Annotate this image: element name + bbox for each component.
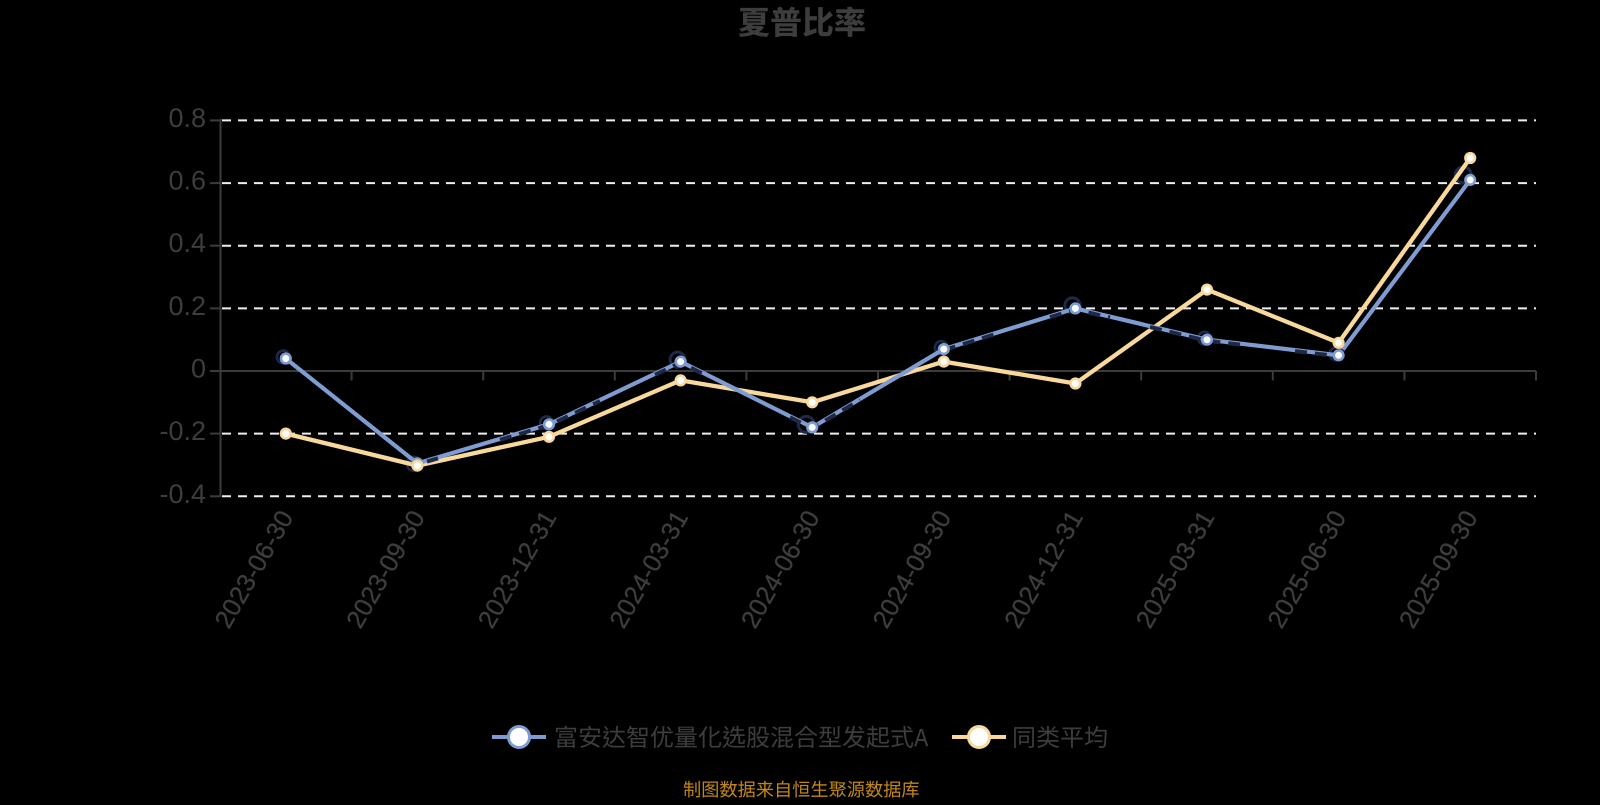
svg-text:0.6: 0.6 [168, 166, 206, 196]
svg-text:0.2: 0.2 [168, 291, 206, 321]
svg-text:-0.2: -0.2 [159, 416, 206, 446]
svg-text:0.4: 0.4 [168, 228, 206, 258]
svg-text:0: 0 [191, 354, 206, 384]
svg-text:0.8: 0.8 [168, 103, 206, 133]
svg-text:-0.4: -0.4 [159, 479, 206, 509]
